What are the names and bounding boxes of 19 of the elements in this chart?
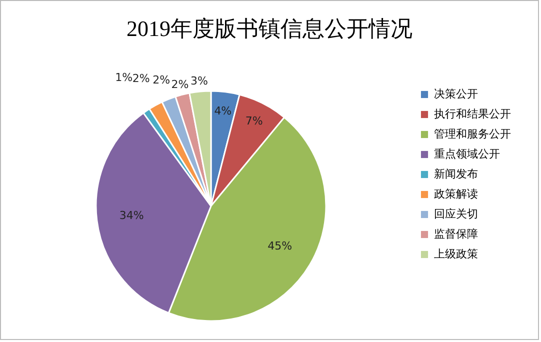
data-label: 2% — [152, 73, 170, 86]
chart-title: 2019年度版书镇信息公开情况 — [126, 16, 412, 41]
legend-label: 执行和结果公开 — [434, 108, 511, 120]
data-label: 4% — [214, 104, 232, 118]
legend-label: 决策公开 — [434, 88, 478, 100]
data-label: 3% — [190, 74, 208, 88]
legend-label: 新闻发布 — [434, 168, 478, 180]
legend-label: 回应关切 — [434, 208, 478, 220]
data-label: 1% — [115, 70, 133, 84]
data-label: 7% — [245, 114, 263, 128]
legend-label: 政策解读 — [434, 188, 478, 200]
data-label: 45% — [268, 240, 292, 253]
data-label: 2% — [171, 78, 189, 91]
legend-label: 管理和服务公开 — [434, 128, 511, 140]
legend-label: 上级政策 — [434, 248, 478, 260]
legend-label: 重点领域公开 — [434, 148, 500, 160]
data-label: 2% — [132, 72, 150, 85]
legend-label: 监督保障 — [434, 228, 478, 240]
data-label: 34% — [119, 209, 144, 222]
